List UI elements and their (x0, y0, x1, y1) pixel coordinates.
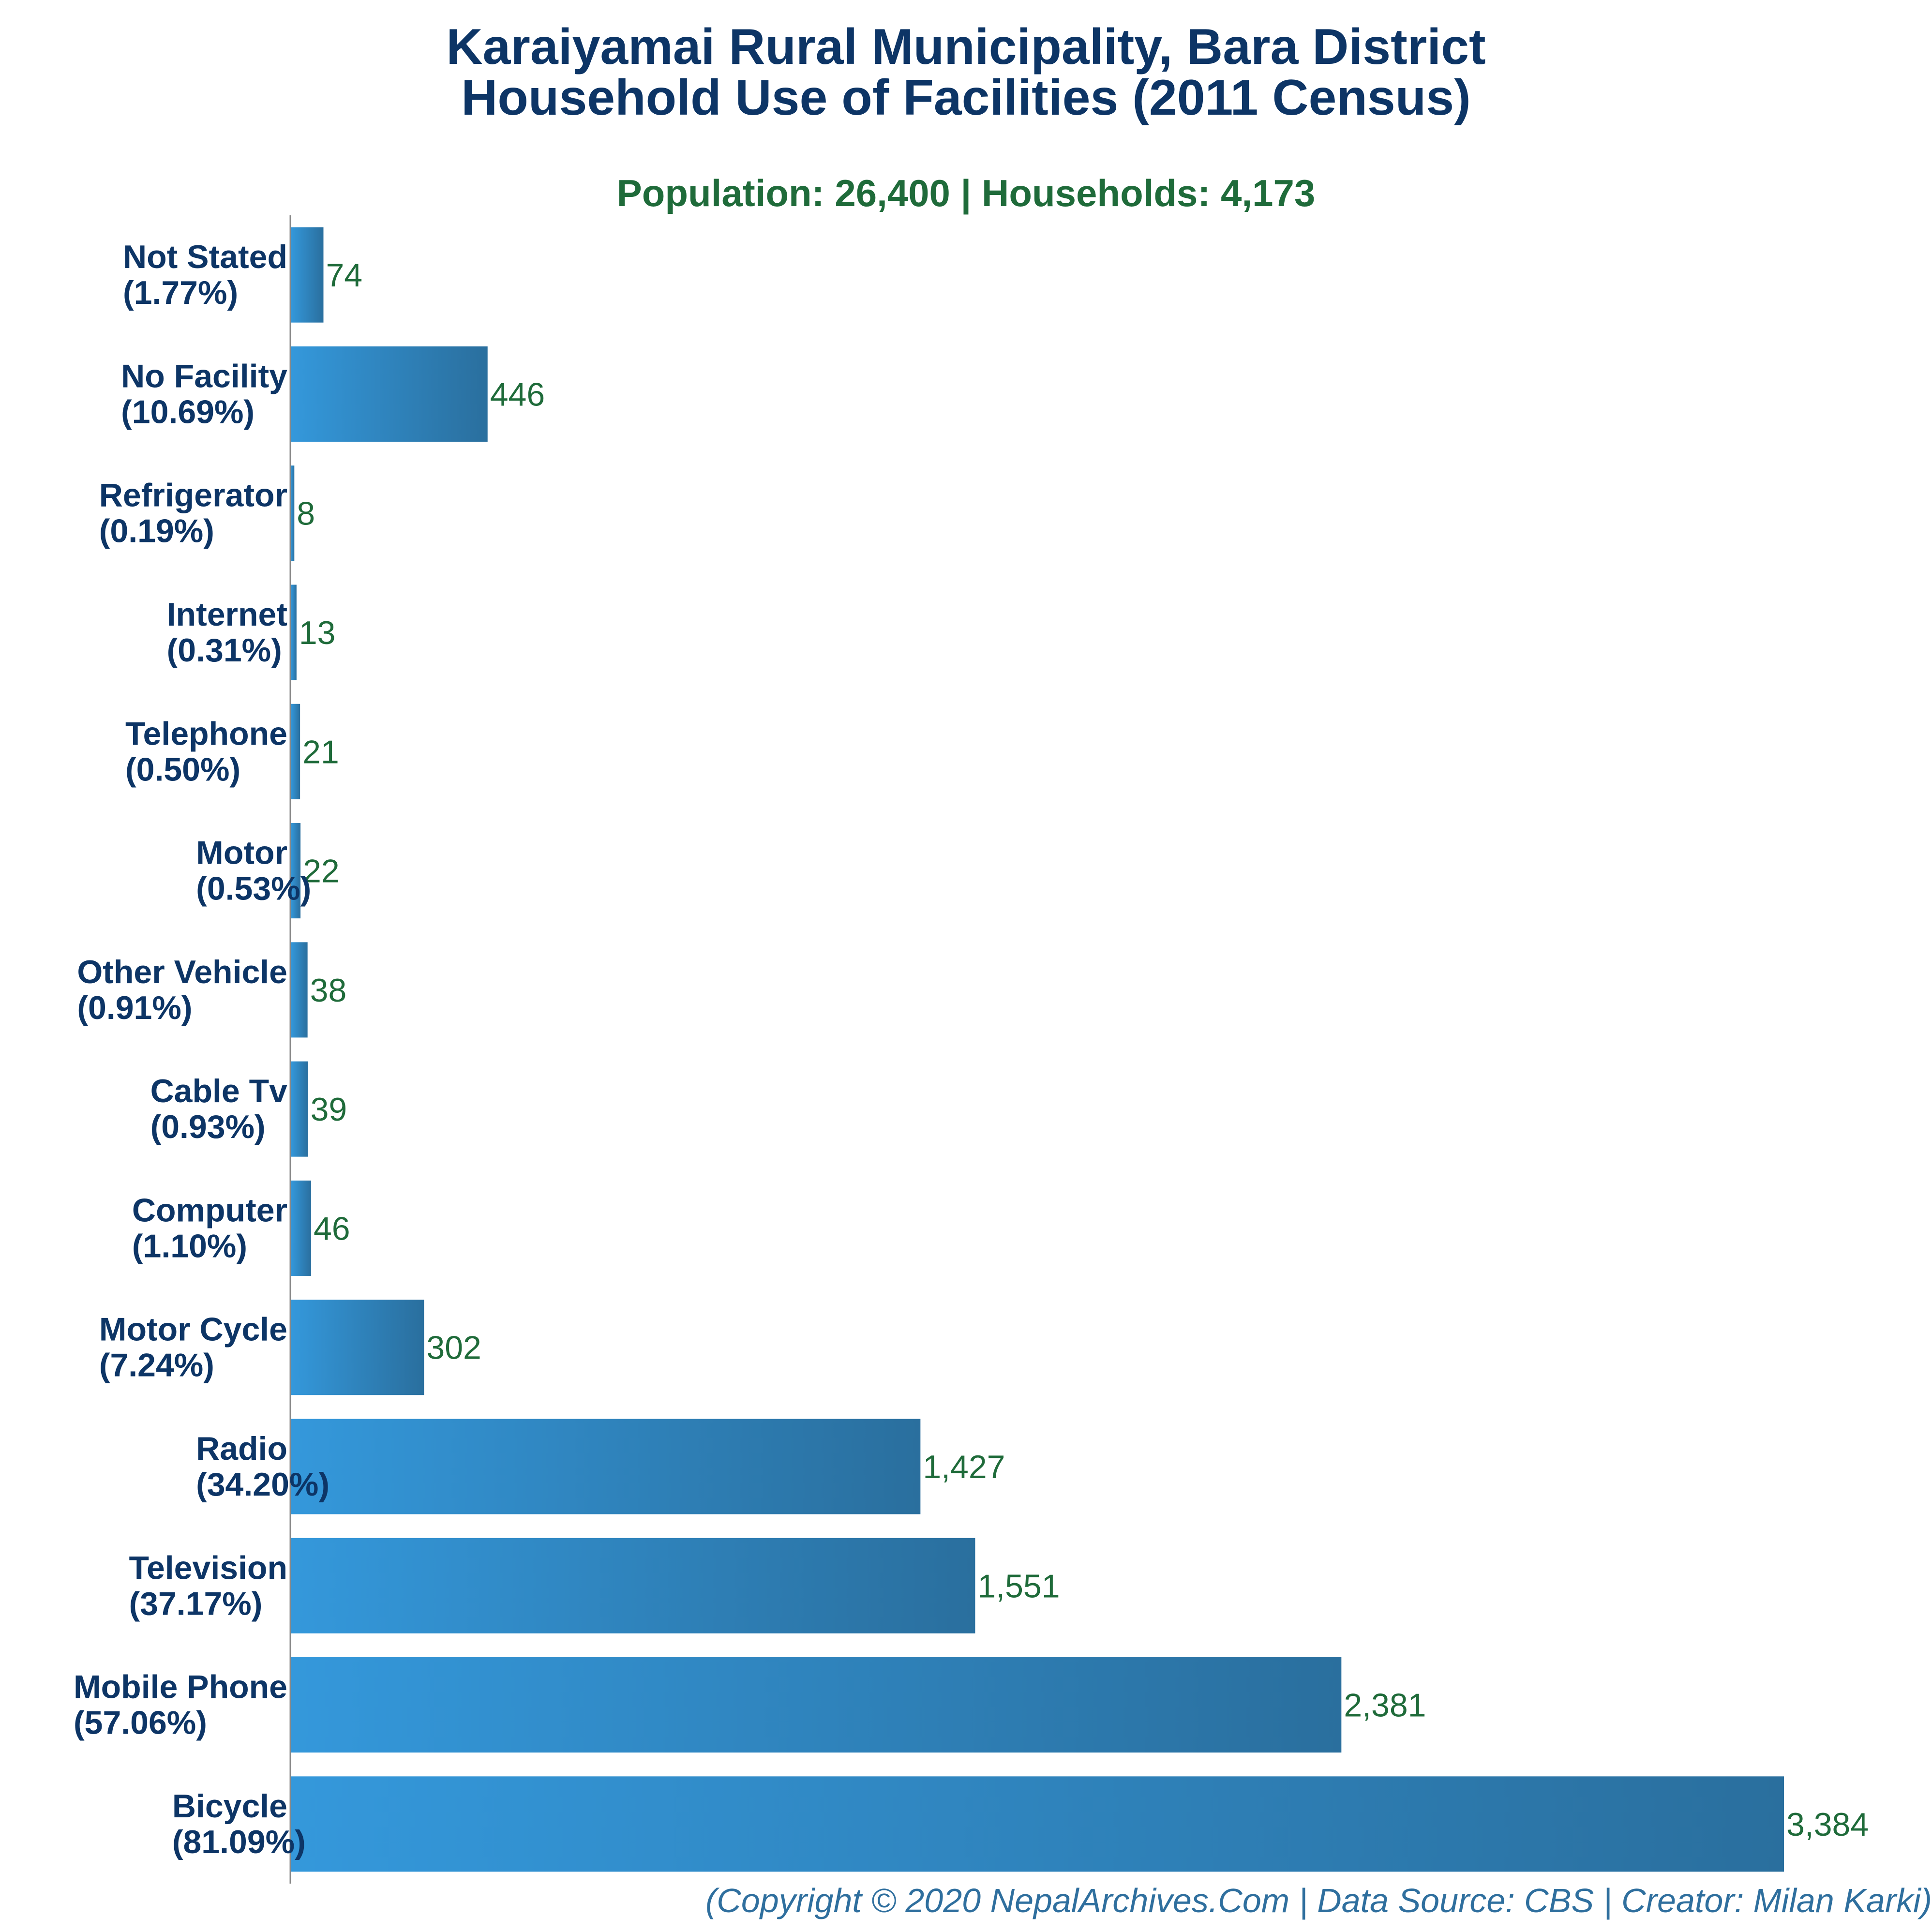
category-name: Telephone (125, 715, 287, 752)
bar (291, 1180, 311, 1276)
category-name: Not Stated (123, 239, 287, 275)
category-percent: (0.19%) (99, 513, 214, 550)
bar (291, 346, 488, 442)
category-label: Television (37.17%) (129, 1549, 287, 1622)
bar-value-label: 1,427 (923, 1449, 1005, 1485)
bar-value-label: 8 (297, 495, 315, 532)
category-label: Motor (0.53%) (196, 835, 311, 907)
bar-value-label: 74 (326, 257, 362, 294)
category-name: Radio (196, 1430, 287, 1467)
bar-value-label: 2,381 (1344, 1687, 1426, 1724)
bar-value-label: 21 (302, 734, 339, 770)
category-label: Refrigerator (0.19%) (99, 477, 287, 550)
bar-value-label: 3,384 (1786, 1806, 1869, 1843)
bar-value-label: 1,551 (977, 1568, 1060, 1604)
bar (291, 1657, 1342, 1753)
chart-footer: (Copyright © 2020 NepalArchives.Com | Da… (705, 1882, 1932, 1919)
category-name: Motor (196, 835, 287, 871)
bar (291, 823, 301, 919)
bar (291, 584, 297, 680)
category-name: Bicycle (172, 1788, 287, 1825)
category-label: Bicycle (81.09%) (172, 1788, 306, 1860)
category-percent: (10.69%) (121, 393, 255, 430)
category-percent: (7.24%) (99, 1347, 214, 1384)
category-percent: (0.31%) (167, 632, 282, 669)
category-name: Television (129, 1549, 287, 1586)
bar (291, 942, 308, 1038)
chart-title-line-1: Karaiyamai Rural Municipality, Bara Dist… (446, 19, 1486, 75)
category-name: Mobile Phone (74, 1669, 287, 1706)
category-percent: (0.53%) (196, 870, 311, 907)
bar (291, 1061, 308, 1157)
category-percent: (57.06%) (74, 1705, 207, 1741)
category-name: Cable Tv (150, 1073, 288, 1109)
bar (291, 704, 300, 799)
category-percent: (0.93%) (150, 1108, 266, 1145)
category-label: No Facility (10.69%) (121, 358, 287, 430)
bar-value-label: 302 (426, 1330, 481, 1366)
bar (291, 1300, 424, 1395)
bar-value-label: 22 (303, 853, 340, 890)
category-label: Cable Tv (0.93%) (150, 1073, 288, 1145)
bar (291, 1776, 1784, 1872)
category-label: Computer (1.10%) (132, 1192, 287, 1264)
bar-value-label: 46 (314, 1210, 350, 1247)
bar-value-label: 446 (490, 376, 545, 413)
category-name: No Facility (121, 358, 287, 394)
bar (291, 1419, 921, 1514)
category-label: Mobile Phone (57.06%) (74, 1669, 287, 1741)
category-label: Other Vehicle (0.91%) (77, 954, 287, 1026)
category-name: Internet (167, 596, 287, 633)
bar (291, 227, 324, 323)
category-label: Not Stated (1.77%) (123, 239, 287, 311)
category-label: Radio (34.20%) (196, 1430, 329, 1503)
bar-value-label: 13 (299, 614, 336, 651)
category-percent: (0.91%) (77, 989, 192, 1026)
bar-value-label: 39 (311, 1091, 347, 1128)
category-name: Other Vehicle (77, 954, 287, 990)
chart-subtitle: Population: 26,400 | Households: 4,173 (616, 172, 1316, 214)
category-percent: (1.10%) (132, 1228, 247, 1264)
category-name: Computer (132, 1192, 287, 1228)
category-label: Internet (0.31%) (167, 596, 287, 669)
category-percent: (34.20%) (196, 1466, 329, 1503)
bar (291, 465, 295, 561)
category-name: Motor Cycle (99, 1311, 287, 1348)
bar-value-label: 38 (310, 972, 347, 1009)
bar (291, 1538, 975, 1633)
category-percent: (81.09%) (172, 1824, 306, 1860)
chart-title-line-2: Household Use of Facilities (2011 Census… (461, 70, 1471, 126)
category-percent: (37.17%) (129, 1585, 262, 1622)
category-percent: (1.77%) (123, 274, 238, 311)
category-label: Telephone (0.50%) (125, 715, 287, 788)
category-name: Refrigerator (99, 477, 287, 514)
category-percent: (0.50%) (125, 751, 240, 788)
category-label: Motor Cycle (7.24%) (99, 1311, 287, 1384)
